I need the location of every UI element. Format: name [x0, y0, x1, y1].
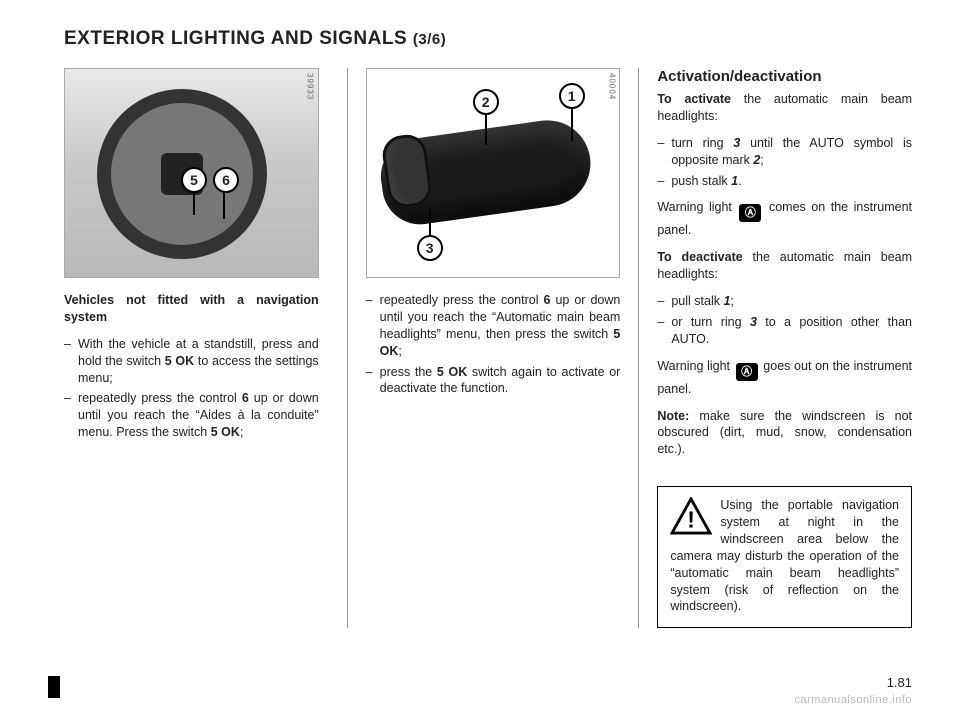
page: EXTERIOR LIGHTING AND SIGNALS (3/6) 3993…: [0, 0, 960, 710]
callout-2: 2: [473, 89, 499, 115]
callout-6: 6: [213, 167, 239, 193]
list-item: pull stalk 1;: [657, 293, 912, 310]
watermark: carmanualsonline.info: [794, 694, 912, 706]
columns: 39933 5 6 Vehicles not fitted with a nav…: [64, 68, 912, 628]
page-title: EXTERIOR LIGHTING AND SIGNALS (3/6): [64, 28, 912, 50]
list-item: repeatedly press the control 6 up or dow…: [64, 390, 319, 441]
col1-lead: Vehicles not fitted with a navigation sy…: [64, 292, 319, 326]
deactivate-list: pull stalk 1; or turn ring 3 to a positi…: [657, 293, 912, 348]
column-2: 40004 1 2 3 repeatedly press the control…: [347, 68, 621, 628]
note-text: Note: make sure the windscreen is not ob…: [657, 408, 912, 459]
page-number: 1.81: [887, 675, 912, 690]
deactivate-lead: To deactivate the automatic main beam he…: [657, 249, 912, 283]
column-3: Activation/deactivation To activate the …: [638, 68, 912, 628]
callout-1: 1: [559, 83, 585, 109]
activate-list: turn ring 3 until the AUTO symbol is opp…: [657, 135, 912, 190]
leader-3: [429, 209, 431, 237]
list-item: With the vehicle at a standstill, press …: [64, 336, 319, 387]
col2-list: repeatedly press the control 6 up or dow…: [366, 292, 621, 397]
list-item: turn ring 3 until the AUTO symbol is opp…: [657, 135, 912, 169]
figure-stalk: 40004 1 2 3: [366, 68, 621, 278]
figure-code-1: 39933: [306, 73, 315, 100]
list-item: repeatedly press the control 6 up or dow…: [366, 292, 621, 360]
figure-steering-wheel: 39933 5 6: [64, 68, 319, 278]
list-item: press the 5 OK switch again to activate …: [366, 364, 621, 398]
leader-1: [571, 109, 573, 141]
activation-heading: Activation/deactivation: [657, 68, 912, 85]
warning-box: ! Using the portable navigation system a…: [657, 486, 912, 628]
callout-3: 3: [417, 235, 443, 261]
leader-6: [223, 193, 225, 219]
column-1: 39933 5 6 Vehicles not fitted with a nav…: [64, 68, 329, 628]
activate-lead: To activate the automatic main beam head…: [657, 91, 912, 125]
svg-text:!: !: [688, 507, 696, 533]
callout-5: 5: [181, 167, 207, 193]
warning-triangle-icon: !: [670, 497, 712, 535]
col1-list: With the vehicle at a standstill, press …: [64, 336, 319, 441]
leader-5: [193, 193, 195, 215]
leader-2: [485, 115, 487, 145]
warn-on-text: Warning light Ⓐ comes on the instrument …: [657, 199, 912, 239]
list-item: or turn ring 3 to a position other than …: [657, 314, 912, 348]
side-black-mark: [48, 676, 60, 698]
warn-off-text: Warning light Ⓐ goes out on the instrume…: [657, 358, 912, 398]
title-main: EXTERIOR LIGHTING AND SIGNALS: [64, 28, 407, 49]
list-item: push stalk 1.: [657, 173, 912, 190]
title-sub: (3/6): [413, 31, 446, 48]
figure-code-2: 40004: [607, 73, 616, 100]
